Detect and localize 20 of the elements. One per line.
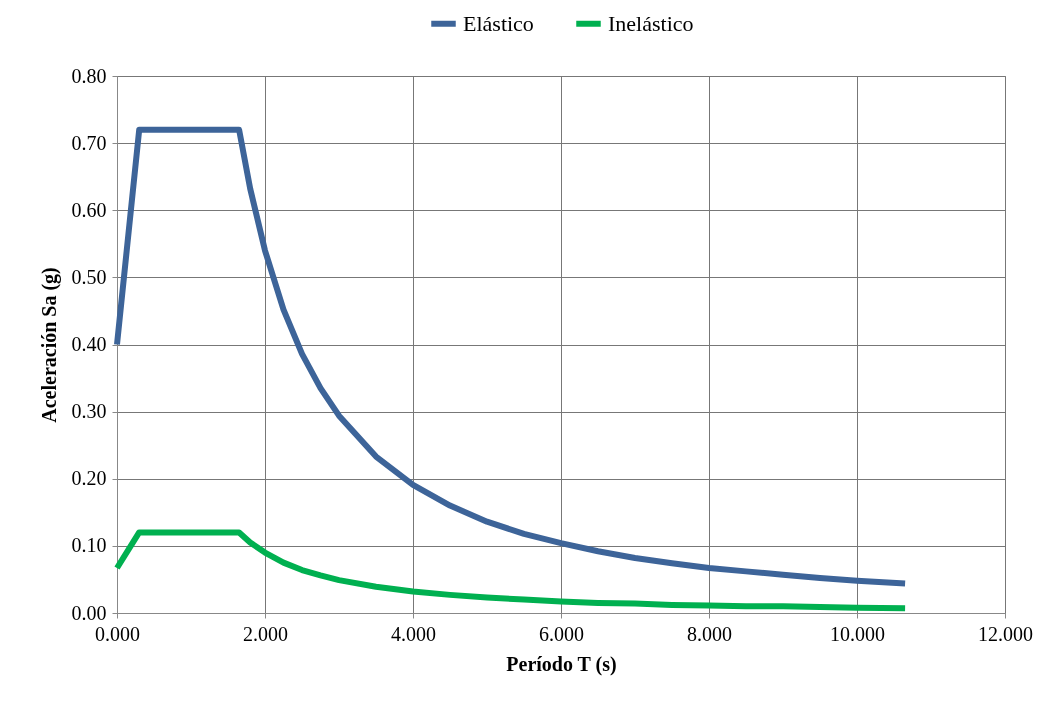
y-tick-label: 0.80: [71, 64, 107, 87]
y-tick-label: 0.30: [71, 400, 107, 423]
y-tick-label: 0.10: [71, 534, 107, 557]
x-tick-label: 2.000: [243, 622, 288, 645]
y-axis-title: Aceleración Sa (g): [37, 267, 61, 423]
x-tick-label: 12.000: [978, 622, 1033, 645]
legend-label: Inelástico: [608, 10, 694, 36]
x-axis-title: Período T (s): [506, 652, 617, 676]
y-tick-label: 0.40: [71, 333, 107, 355]
y-tick-label: 0.00: [71, 601, 107, 624]
y-tick-label: 0.70: [71, 131, 107, 154]
x-tick-label: 4.000: [391, 622, 436, 645]
x-tick-label: 8.000: [687, 622, 732, 645]
x-tick-label: 0.000: [95, 622, 140, 645]
x-tick-label: 10.000: [830, 622, 885, 645]
legend-label: Elástico: [463, 10, 534, 36]
y-tick-label: 0.50: [71, 265, 107, 288]
y-tick-label: 0.20: [71, 467, 107, 490]
y-tick-label: 0.60: [71, 198, 107, 221]
x-tick-label: 6.000: [539, 622, 584, 645]
